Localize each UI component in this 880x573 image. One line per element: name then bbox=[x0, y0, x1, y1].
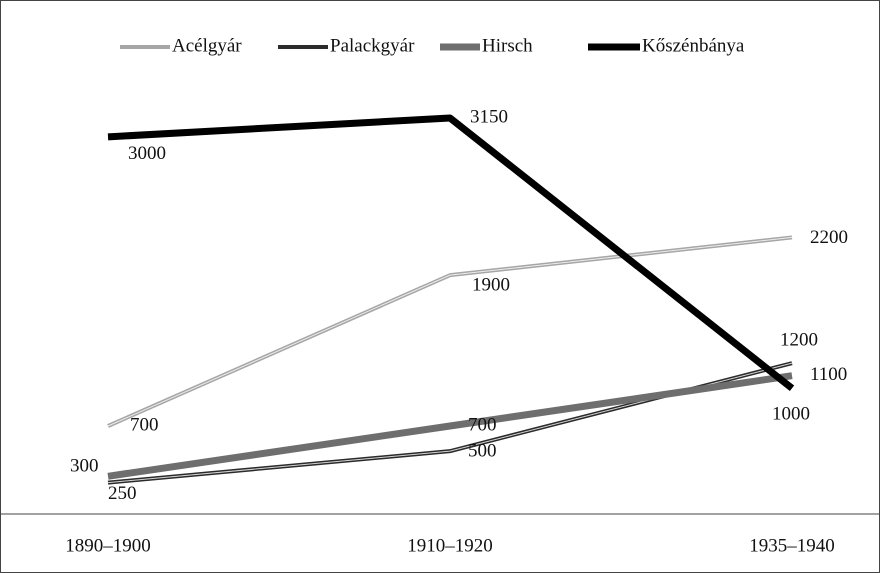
legend-label: Kőszénbánya bbox=[642, 35, 745, 56]
data-label: 500 bbox=[468, 441, 497, 462]
series-line bbox=[107, 372, 793, 480]
data-label: 3150 bbox=[470, 106, 508, 127]
data-label: 250 bbox=[108, 483, 137, 504]
data-label: 1100 bbox=[810, 364, 847, 385]
data-label: 1000 bbox=[772, 404, 810, 425]
data-label: 700 bbox=[130, 414, 159, 435]
legend-label: Hirsch bbox=[482, 35, 533, 56]
series-line bbox=[107, 114, 795, 392]
x-tick-label: 1935–1940 bbox=[749, 535, 835, 556]
data-label: 700 bbox=[468, 414, 497, 435]
legend-label: Acélgyár bbox=[172, 35, 242, 56]
x-tick-label: 1910–1920 bbox=[407, 535, 493, 556]
data-label: 1200 bbox=[780, 330, 818, 351]
line-highlight bbox=[107, 236, 793, 427]
legend-label: Palackgyár bbox=[330, 35, 415, 56]
data-label: 2200 bbox=[810, 227, 848, 248]
data-label: 1900 bbox=[472, 275, 510, 296]
x-tick-label: 1890–1900 bbox=[65, 535, 151, 556]
data-label: 300 bbox=[70, 456, 99, 477]
data-label: 3000 bbox=[128, 143, 166, 164]
